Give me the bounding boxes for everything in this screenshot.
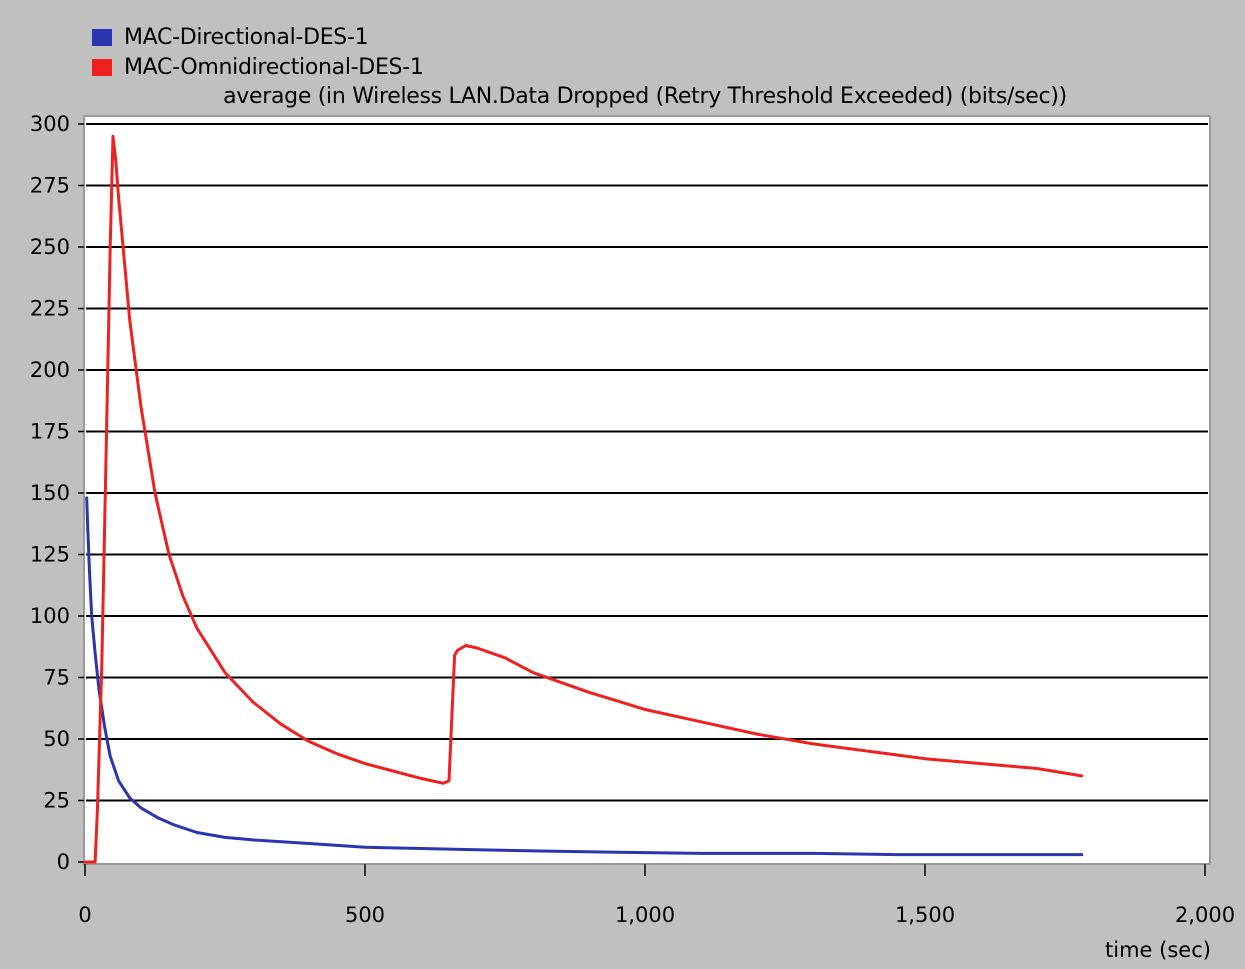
- series-lines: [83, 134, 1084, 864]
- y-tick-label-125: 125: [30, 543, 70, 567]
- legend-label-omnidirectional: MAC-Omnidirectional-DES-1: [124, 54, 424, 80]
- legend-swatch-omnidirectional: [92, 58, 112, 76]
- y-tick-label-25: 25: [43, 789, 70, 813]
- y-axis: 0 25 50 75 100 125 150 175 200 225 250 275 300: [30, 112, 84, 874]
- y-tick-label-50: 50: [43, 727, 70, 751]
- y-tick-label-75: 75: [43, 666, 70, 690]
- x-tick-label-2000: 2,000: [1175, 903, 1235, 927]
- legend-item-omnidirectional: MAC-Omnidirectional-DES-1: [92, 52, 424, 82]
- chart-title: average (in Wireless LAN.Data Dropped (R…: [223, 84, 1067, 109]
- x-axis: 0 500 1,000 1,500 2,000: [78, 864, 1235, 927]
- y-tick-label-175: 175: [30, 420, 70, 444]
- x-tick-label-1000: 1,000: [615, 903, 675, 927]
- y-tick-label-200: 200: [30, 358, 70, 382]
- legend: MAC-Directional-DES-1 MAC-Omnidirectiona…: [92, 22, 424, 82]
- y-tick-label-300: 300: [30, 112, 70, 136]
- x-axis-label: time (sec): [1105, 938, 1211, 962]
- legend-swatch-directional: [92, 28, 112, 46]
- x-tick-label-500: 500: [345, 903, 385, 927]
- series-line-directional: [85, 496, 1084, 857]
- y-tick-label-275: 275: [30, 174, 70, 198]
- legend-label-directional: MAC-Directional-DES-1: [124, 24, 369, 50]
- plot-area: [83, 115, 1211, 865]
- y-tick-label-150: 150: [30, 481, 70, 505]
- grid-lines: [86, 123, 1208, 802]
- x-tick-label-1500: 1,500: [895, 903, 955, 927]
- y-tick-label-100: 100: [30, 604, 70, 628]
- y-tick-label-250: 250: [30, 235, 70, 259]
- y-tick-label-0: 0: [57, 850, 70, 874]
- y-tick-label-225: 225: [30, 297, 70, 321]
- series-line-omnidirectional: [83, 134, 1084, 864]
- legend-item-directional: MAC-Directional-DES-1: [92, 22, 424, 52]
- x-tick-label-0: 0: [78, 903, 91, 927]
